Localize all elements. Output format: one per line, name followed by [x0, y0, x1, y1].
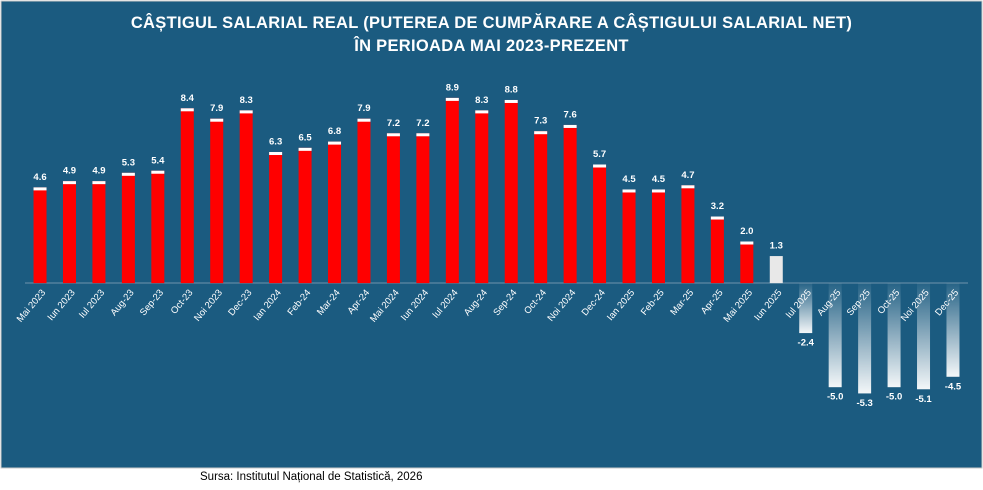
bar — [239, 110, 253, 284]
value-label: 8.3 — [240, 95, 253, 106]
bar-cap — [328, 141, 342, 145]
bar — [475, 110, 489, 284]
bar-cap — [62, 181, 76, 185]
bar — [769, 256, 783, 284]
bar — [887, 283, 901, 388]
bar — [357, 118, 371, 284]
bar — [740, 241, 754, 284]
bar — [298, 147, 312, 284]
bar — [445, 97, 459, 284]
value-label: -2.4 — [798, 338, 815, 349]
bar — [651, 189, 665, 284]
bar — [799, 283, 813, 334]
bar-cap — [710, 216, 724, 220]
bar-cap — [357, 118, 371, 122]
bar-cap — [416, 133, 430, 137]
value-label: -5.3 — [856, 398, 872, 409]
bar — [593, 164, 607, 284]
value-label: 4.9 — [63, 166, 76, 177]
bar — [563, 124, 577, 284]
value-label: 6.3 — [269, 137, 282, 148]
bar-cap — [33, 187, 47, 191]
bar — [917, 283, 931, 390]
value-label: 5.7 — [593, 149, 606, 160]
chart-title: CÂȘTIGUL SALARIAL REAL (PUTEREA DE CUMPĂ… — [130, 14, 853, 55]
bar-cap — [151, 170, 165, 174]
bar-cap — [622, 189, 636, 193]
value-label: 7.2 — [387, 118, 400, 129]
value-label: -5.0 — [886, 392, 902, 403]
value-label: 4.9 — [92, 166, 105, 177]
bar — [210, 118, 224, 284]
bar-cap — [298, 147, 312, 151]
bar-cap — [504, 99, 518, 103]
value-label: 8.3 — [475, 95, 488, 106]
bar — [121, 172, 135, 284]
bar-cap — [651, 189, 665, 193]
bar — [946, 283, 960, 377]
value-label: -5.0 — [827, 392, 843, 403]
bar — [710, 216, 724, 284]
bar — [504, 99, 518, 284]
plot-background — [0, 0, 983, 469]
bar — [416, 133, 430, 284]
bar — [534, 131, 548, 284]
bar-cap — [210, 118, 224, 122]
bar — [92, 181, 106, 284]
value-label: 2.0 — [740, 226, 753, 237]
bar — [386, 133, 400, 284]
bar-cap — [386, 133, 400, 137]
value-label: 5.3 — [122, 157, 135, 168]
bar — [858, 283, 872, 394]
bar — [328, 141, 342, 284]
value-label: 5.4 — [151, 155, 165, 166]
bar — [151, 170, 165, 284]
value-label: 7.3 — [534, 116, 547, 127]
bar — [62, 181, 76, 284]
bar-cap — [475, 110, 489, 114]
value-label: 8.9 — [446, 82, 459, 93]
bar-cap — [681, 185, 695, 189]
value-label: 6.5 — [298, 132, 312, 143]
bar-cap — [563, 124, 577, 128]
bar-cap — [593, 164, 607, 168]
bar — [33, 187, 47, 284]
bar-cap — [534, 131, 548, 135]
value-label: 7.9 — [210, 103, 223, 114]
value-label: 4.6 — [33, 172, 46, 183]
source-note: Sursa: Institutul Național de Statistică… — [200, 471, 423, 483]
value-label: 3.2 — [711, 201, 724, 212]
bar — [180, 108, 194, 284]
value-label: -4.5 — [945, 381, 962, 392]
bar-cap — [740, 241, 754, 245]
value-label: 7.6 — [564, 109, 577, 120]
bar-cap — [92, 181, 106, 185]
bar — [622, 189, 636, 284]
value-label: 7.2 — [416, 118, 429, 129]
value-label: 4.5 — [652, 174, 666, 185]
bar-cap — [239, 110, 253, 114]
bar-cap — [121, 172, 135, 176]
value-label: -5.1 — [915, 394, 932, 405]
value-label: 8.8 — [505, 84, 518, 95]
bar-cap — [445, 97, 459, 101]
value-label: 7.9 — [357, 103, 370, 114]
value-label: 4.5 — [622, 174, 636, 185]
bar-cap — [269, 152, 283, 156]
bar — [828, 283, 842, 388]
bar — [681, 185, 695, 284]
value-label: 1.3 — [770, 241, 783, 252]
value-label: 6.8 — [328, 126, 341, 137]
bar-cap — [180, 108, 194, 112]
bar — [269, 152, 283, 284]
value-label: 8.4 — [181, 93, 195, 104]
value-label: 4.7 — [681, 170, 694, 181]
